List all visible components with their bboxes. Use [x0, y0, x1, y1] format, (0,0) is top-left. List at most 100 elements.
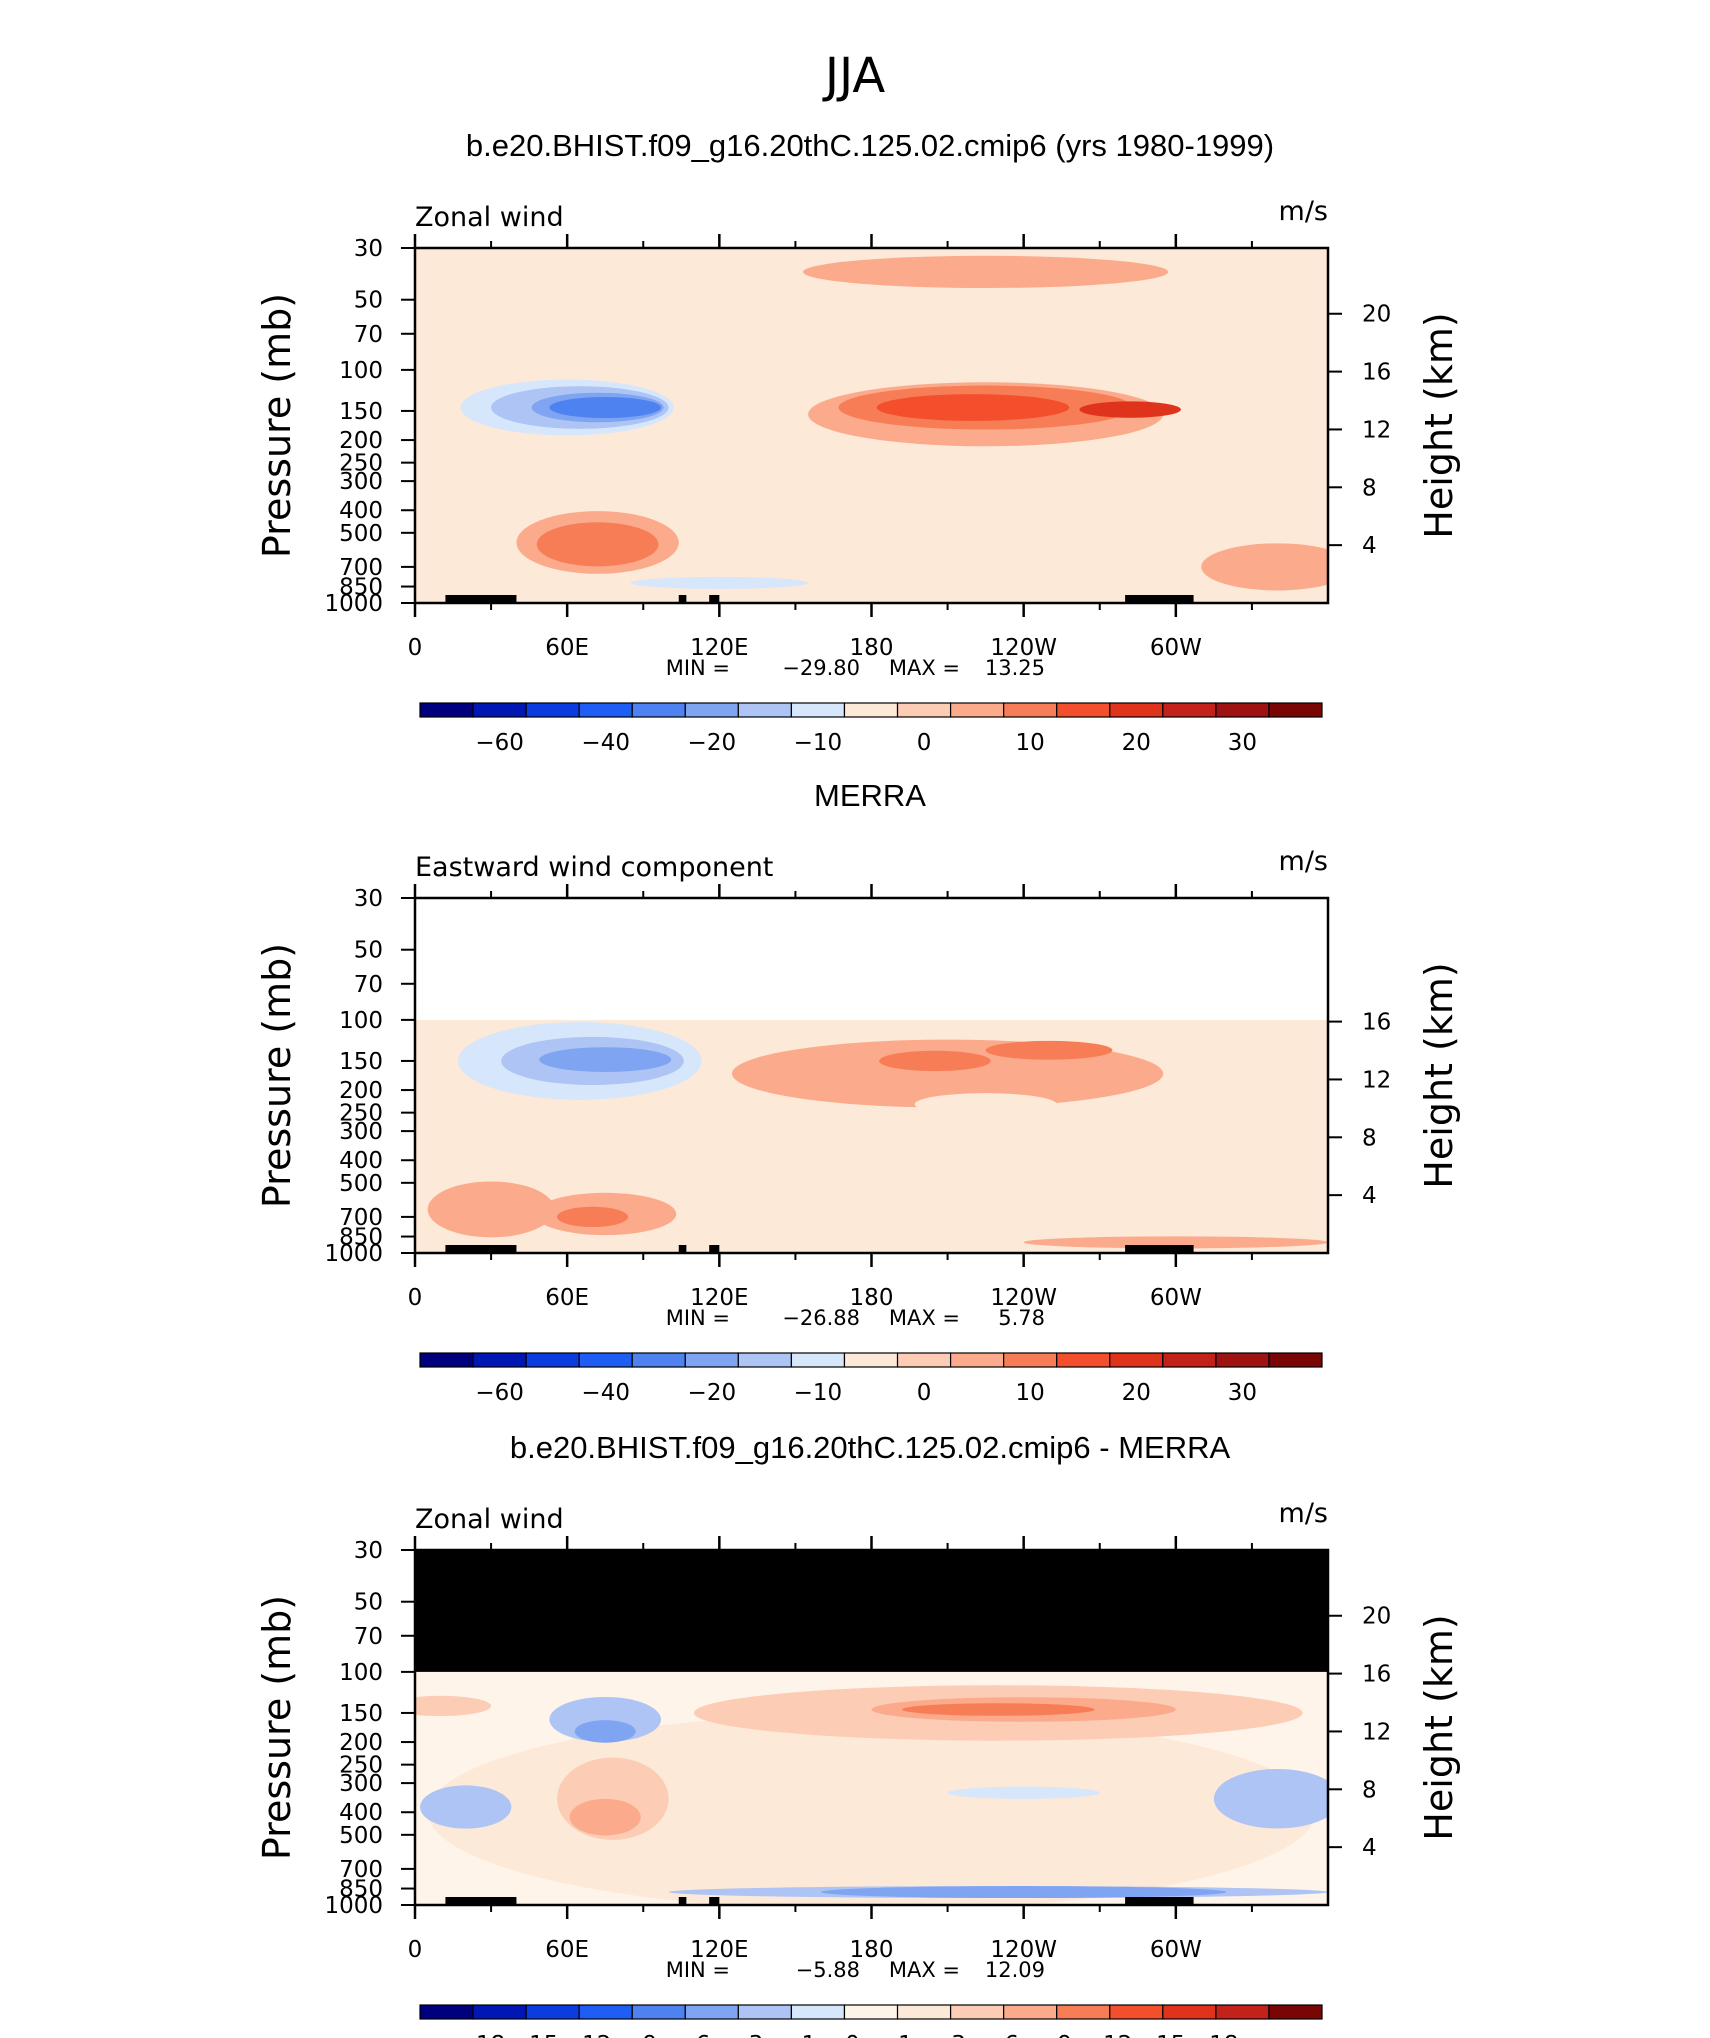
- x-tick-label: 60W: [1150, 1285, 1202, 1311]
- y-right-axis-title: Height (km): [1417, 312, 1461, 538]
- topography: [501, 595, 517, 603]
- contour-region: [901, 1703, 1095, 1716]
- colorbar-label: 0: [917, 1380, 932, 1406]
- colorbar-label: 0: [845, 2032, 860, 2038]
- colorbar-swatch: [949, 702, 1005, 718]
- topography: [678, 1897, 687, 1905]
- topography: [445, 595, 507, 603]
- y-tick-label: 850: [339, 1877, 383, 1903]
- y-tick-label: 70: [354, 1624, 383, 1650]
- y-tick-label: 50: [354, 288, 383, 314]
- page-title: JJA: [822, 48, 885, 104]
- colorbar-swatch: [525, 1352, 580, 1368]
- contour-region: [569, 1798, 641, 1836]
- contour-field: [415, 898, 1328, 1253]
- colorbar-swatch: [1268, 2004, 1323, 2020]
- y-tick-label: 400: [339, 498, 383, 524]
- contour-region: [884, 314, 1113, 329]
- y-tick-label: 250: [339, 451, 383, 477]
- colorbar-label: 3: [951, 2032, 966, 2038]
- contour-region: [879, 1050, 991, 1072]
- x-tick-label: 120W: [990, 1937, 1057, 1963]
- y-tick-label: 400: [339, 1148, 383, 1174]
- svg-text:MIN =: MIN =: [666, 1958, 730, 1982]
- contour-region: [536, 522, 659, 567]
- panel-title: MERRA: [814, 778, 926, 813]
- colorbar-swatch: [1162, 2004, 1217, 2020]
- variable-label: Eastward wind component: [415, 852, 773, 883]
- x-tick-label: 180: [850, 635, 894, 661]
- y-right-tick-label: 12: [1362, 1719, 1391, 1745]
- topography: [1125, 1897, 1194, 1905]
- colorbar-swatch: [684, 702, 739, 718]
- topography: [445, 1897, 507, 1905]
- topography: [1125, 1245, 1194, 1253]
- topography: [501, 1245, 517, 1253]
- svg-text:MIN =: MIN =: [666, 656, 730, 680]
- y-axis-title: Pressure (mb): [255, 943, 299, 1208]
- colorbar-swatch: [1162, 702, 1217, 718]
- colorbar-label: 12: [1103, 2032, 1132, 2038]
- y-tick-label: 850: [339, 1225, 383, 1251]
- colorbar-label: −40: [581, 1380, 630, 1406]
- y-right-tick-label: 12: [1362, 417, 1391, 443]
- colorbar-swatch: [896, 2004, 952, 2020]
- contour-region: [557, 1206, 629, 1228]
- contour-region: [415, 1695, 492, 1717]
- colorbar-swatch: [419, 2004, 474, 2020]
- x-tick-label: 0: [408, 635, 423, 661]
- panels: b.e20.BHIST.f09_g16.20thC.125.02.cmip6 (…: [255, 128, 1461, 2038]
- contour-region: [427, 1181, 555, 1238]
- min-max-stats: MIN = −5.88 MAX = 12.09: [666, 1958, 1045, 1982]
- contour-region: [1023, 1236, 1328, 1249]
- contour-region: [947, 1786, 1100, 1799]
- colorbar-label: 30: [1228, 730, 1257, 756]
- y-right-tick-label: 20: [1362, 302, 1391, 328]
- topography: [709, 595, 720, 603]
- contour-region: [574, 1720, 636, 1743]
- contour-region: [427, 1713, 1316, 1905]
- colorbar-swatch: [1268, 1352, 1323, 1368]
- y-right-tick-label: 16: [1362, 360, 1391, 386]
- panel-2: MERRA Eastward wind component m/s 0 60E 120E 1…: [255, 778, 1461, 1406]
- colorbar-label: −3: [729, 2032, 763, 2038]
- variable-label: Zonal wind: [415, 202, 564, 233]
- contour-region: [1213, 1768, 1328, 1829]
- colorbar-label: 15: [1156, 2032, 1185, 2038]
- colorbar-swatch: [1215, 702, 1270, 718]
- colorbar-label: −40: [581, 730, 630, 756]
- svg-text:−29.80: −29.80: [782, 656, 860, 680]
- colorbar-swatch: [1268, 702, 1323, 718]
- colorbar-swatch: [949, 1352, 1005, 1368]
- y-tick-label: 500: [339, 521, 383, 547]
- colorbar-swatch: [737, 1352, 793, 1368]
- colorbar-swatch: [949, 2004, 1005, 2020]
- svg-text:−26.88: −26.88: [782, 1306, 860, 1330]
- topography: [678, 595, 687, 603]
- colorbar-label: 20: [1122, 1380, 1151, 1406]
- units-label: m/s: [1279, 1498, 1328, 1529]
- x-tick-label: 60E: [545, 1937, 589, 1963]
- contour-region: [1201, 543, 1328, 591]
- colorbar-swatch: [1056, 702, 1111, 718]
- colorbar-label: −12: [563, 2032, 612, 2038]
- y-right-tick-label: 16: [1362, 1010, 1391, 1036]
- topography: [678, 1245, 687, 1253]
- units-label: m/s: [1279, 846, 1328, 877]
- colorbar-swatch: [1109, 1352, 1164, 1368]
- topography: [501, 1897, 517, 1905]
- y-tick-label: 500: [339, 1171, 383, 1197]
- y-tick-label: 150: [339, 1049, 383, 1075]
- y-tick-label: 300: [339, 1771, 383, 1797]
- colorbar-swatch: [578, 702, 633, 718]
- contour-region: [868, 461, 951, 480]
- contour-region: [803, 255, 1169, 289]
- colorbar-label: −9: [623, 2032, 657, 2038]
- colorbar-swatch: [1109, 702, 1164, 718]
- y-right-tick-label: 8: [1362, 475, 1377, 501]
- y-tick-label: 700: [339, 555, 383, 581]
- y-tick-label: 50: [354, 938, 383, 964]
- colorbar-swatch: [684, 2004, 739, 2020]
- colorbar-swatch: [684, 1352, 739, 1368]
